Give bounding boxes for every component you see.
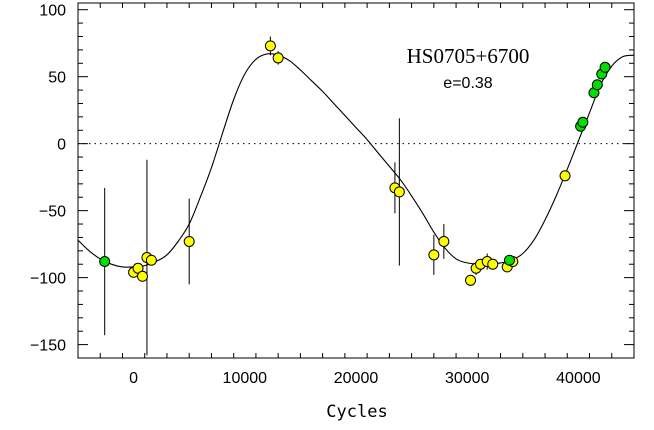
y-tick-label: 100 xyxy=(39,3,66,20)
x-tick-label: 0 xyxy=(129,370,138,387)
data-point xyxy=(428,249,440,261)
chart-subtitle: e=0.38 xyxy=(443,75,492,92)
y-tick-label: −150 xyxy=(30,338,66,355)
y-tick-label: −100 xyxy=(30,271,66,288)
y-tick-label: 0 xyxy=(57,137,66,154)
y-tick-label: 50 xyxy=(48,70,66,87)
data-point xyxy=(183,235,195,247)
y-tick-label: −50 xyxy=(39,204,66,221)
plot-frame xyxy=(77,2,635,359)
x-tick-label: 30000 xyxy=(445,370,490,387)
data-point xyxy=(591,79,603,91)
data-point xyxy=(136,270,148,282)
x-tick-label: 20000 xyxy=(334,370,379,387)
data-point xyxy=(272,52,284,64)
data-point xyxy=(438,235,450,247)
data-point xyxy=(559,170,571,182)
data-point xyxy=(487,258,499,270)
data-point xyxy=(99,256,111,268)
data-point xyxy=(599,61,611,73)
x-tick-label: 10000 xyxy=(223,370,268,387)
fit-curve xyxy=(77,53,635,268)
data-point xyxy=(465,274,477,286)
data-point xyxy=(264,40,276,52)
chart-title: HS0705+6700 xyxy=(407,44,530,68)
data-point xyxy=(577,116,589,128)
data-point xyxy=(503,254,515,266)
x-tick-label: 40000 xyxy=(556,370,601,387)
x-axis-label: Cycles xyxy=(326,402,387,422)
data-point xyxy=(145,254,157,266)
data-point xyxy=(393,186,405,198)
